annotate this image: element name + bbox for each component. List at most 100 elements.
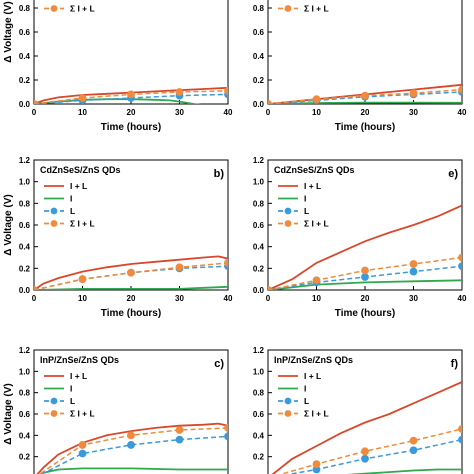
- legend-label: L: [70, 396, 75, 406]
- x-tick-label: 20: [361, 108, 370, 117]
- y-tick-label: 0.8: [19, 389, 31, 398]
- data-point: [78, 275, 87, 284]
- y-tick-label: 0.0: [19, 100, 31, 109]
- legend-label: L: [304, 396, 309, 406]
- y-tick-label: 0.2: [19, 453, 31, 462]
- series-line-0: [34, 86, 228, 104]
- x-tick-label: 10: [312, 108, 321, 117]
- series-line-0: [271, 381, 462, 474]
- data-point: [409, 267, 418, 276]
- data-point: [361, 273, 369, 281]
- y-axis-label: Δ Voltage (V): [3, 194, 14, 255]
- data-point: [78, 94, 87, 102]
- x-tick-label: 30: [175, 108, 184, 117]
- series-line-1: [39, 467, 228, 474]
- legend-marker: [284, 220, 292, 227]
- data-point: [175, 88, 184, 96]
- y-tick-label: 1.0: [19, 178, 31, 187]
- data-point: [127, 431, 135, 440]
- y-tick-label: 0.6: [253, 221, 265, 230]
- legend-label: Σ I + L: [70, 4, 95, 14]
- x-tick-label: 0: [32, 294, 37, 303]
- data-point: [312, 460, 321, 469]
- y-tick-label: 0.6: [253, 410, 265, 419]
- y-tick-label: 1.0: [19, 367, 31, 376]
- y-tick-label: 0.8: [253, 4, 265, 13]
- x-axis-label: Time (hours): [335, 308, 395, 319]
- x-tick-label: 0: [32, 108, 37, 117]
- data-point: [268, 100, 272, 104]
- data-point: [312, 95, 321, 104]
- data-point: [361, 91, 369, 100]
- series-line-2: [40, 435, 228, 474]
- y-tick-label: 0.6: [19, 410, 31, 419]
- data-point: [458, 435, 462, 444]
- y-tick-label: 0.0: [253, 286, 265, 295]
- x-tick-label: 0: [266, 108, 271, 117]
- x-tick-label: 40: [458, 108, 467, 117]
- series-line-0: [268, 204, 462, 290]
- y-tick-label: 0.2: [19, 264, 31, 273]
- x-tick-label: 20: [127, 294, 136, 303]
- y-tick-label: 0.4: [19, 431, 31, 440]
- data-point: [409, 446, 418, 455]
- legend-marker: [284, 5, 292, 12]
- data-point: [268, 286, 272, 290]
- x-tick-label: 10: [78, 294, 87, 303]
- data-point: [458, 262, 462, 271]
- x-tick-label: 10: [78, 108, 87, 117]
- data-point: [409, 260, 418, 268]
- series-line-0: [34, 255, 228, 290]
- panel-letter: c): [214, 358, 224, 370]
- data-point: [127, 90, 135, 99]
- legend-marker: [284, 410, 292, 417]
- panel-title: InP/ZnSe/ZnS QDs: [274, 355, 353, 365]
- data-point: [458, 253, 462, 262]
- x-axis-label: Time (hours): [335, 122, 395, 133]
- legend: Σ I + L: [278, 4, 329, 14]
- data-point: [127, 441, 135, 449]
- y-tick-label: 0.4: [253, 431, 265, 440]
- y-tick-label: 1.2: [253, 156, 265, 165]
- y-tick-label: 0.4: [19, 52, 31, 61]
- data-point: [78, 449, 87, 458]
- y-tick-label: 0.6: [19, 221, 31, 230]
- data-point: [127, 268, 135, 277]
- panel-letter: b): [214, 168, 225, 180]
- series-layer: [268, 83, 462, 104]
- x-tick-label: 40: [224, 108, 233, 117]
- y-tick-label: 0.2: [253, 76, 265, 85]
- series-line-1: [346, 468, 462, 474]
- legend-marker: [50, 5, 58, 12]
- x-tick-label: 30: [175, 294, 184, 303]
- series-layer: [268, 204, 462, 290]
- y-tick-label: 0.2: [253, 453, 265, 462]
- legend: I + L IL Σ I + L: [44, 371, 95, 419]
- series-line-1: [34, 285, 228, 290]
- y-tick-label: 1.2: [19, 346, 31, 355]
- legend-label: L: [70, 206, 75, 216]
- x-tick-label: 0: [266, 294, 271, 303]
- y-tick-label: 0.4: [19, 243, 31, 252]
- legend-label: I: [70, 194, 72, 204]
- chart-panel-a: 0.00.20.40.60.81.0010203040Time (hours)Δ…: [3, 0, 233, 133]
- data-point: [175, 263, 184, 272]
- series-layer: [34, 255, 228, 290]
- y-tick-label: 1.2: [253, 346, 265, 355]
- data-point: [224, 86, 228, 95]
- y-tick-label: 0.0: [253, 100, 265, 109]
- legend-marker: [50, 207, 58, 215]
- data-point: [34, 100, 38, 104]
- data-point: [175, 426, 184, 434]
- x-tick-label: 20: [127, 108, 136, 117]
- x-tick-label: 30: [409, 108, 418, 117]
- legend-label: Σ I + L: [70, 219, 95, 229]
- series-line-0: [36, 422, 228, 474]
- legend: I + L IL Σ I + L: [278, 181, 329, 229]
- panel-title: InP/ZnSe/ZnS QDs: [40, 355, 119, 365]
- y-tick-label: 0.0: [19, 286, 31, 295]
- legend-label: I + L: [304, 181, 321, 191]
- series-layer: [34, 86, 228, 104]
- x-axis-label: Time (hours): [101, 122, 161, 133]
